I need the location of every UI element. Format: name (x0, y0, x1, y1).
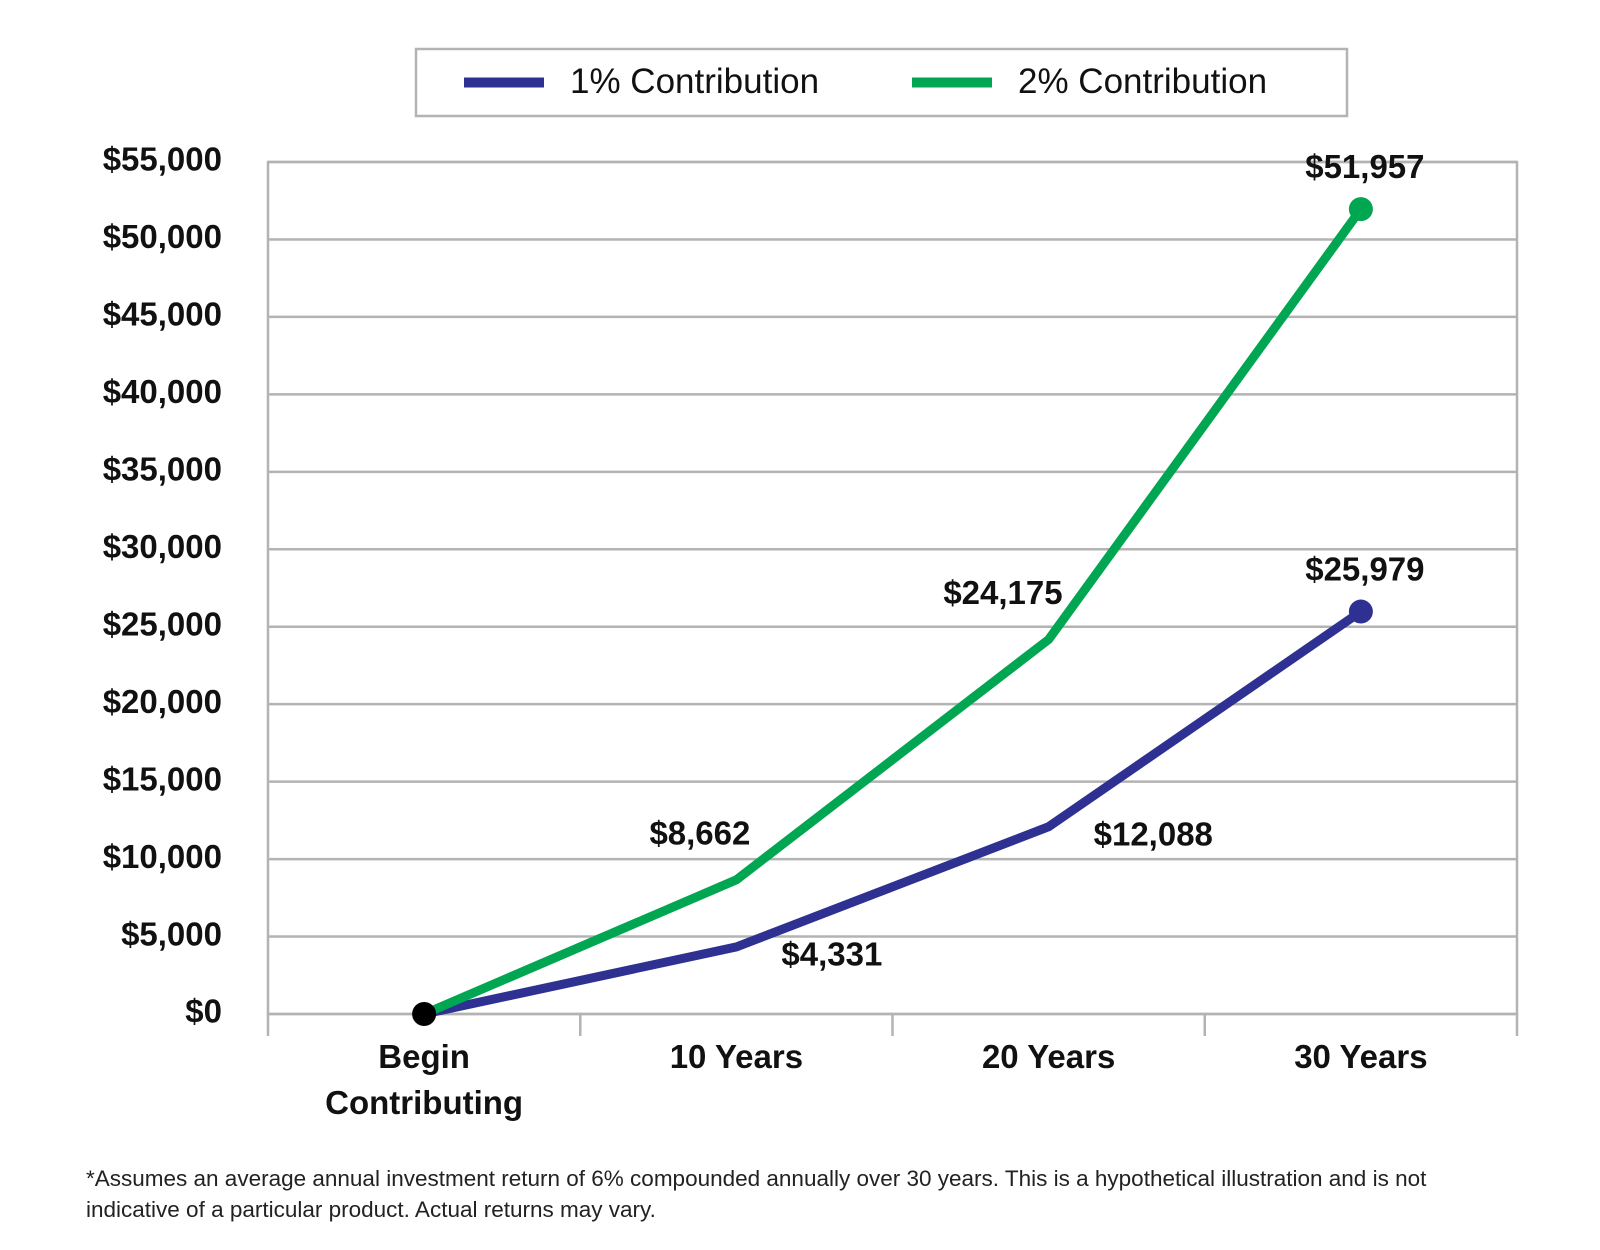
x-tick-label: 10 Years (669, 1038, 804, 1075)
end-marker (1348, 599, 1373, 624)
y-tick-label: $25,000 (103, 605, 222, 642)
x-tick-label: Begin Contributing (325, 1038, 524, 1121)
data-label: $8,662 (649, 815, 750, 852)
x-tick-label: 30 Years (1294, 1038, 1428, 1075)
y-tick-label: $0 (185, 993, 222, 1030)
data-label: $12,088 (1094, 815, 1213, 852)
start-marker (412, 1002, 437, 1026)
y-tick-label: $35,000 (103, 451, 222, 488)
y-tick-label: $30,000 (103, 528, 222, 565)
series-line (422, 206, 1365, 1019)
legend-label: 2% Contribution (1018, 62, 1267, 101)
y-tick-label: $20,000 (103, 683, 222, 720)
y-tick-label: $45,000 (103, 296, 222, 333)
data-label: $4,331 (781, 936, 882, 973)
data-label: $51,957 (1305, 148, 1424, 185)
y-tick-label: $5,000 (121, 915, 222, 952)
y-tick-label: $55,000 (103, 141, 222, 178)
series-line (423, 607, 1364, 1019)
y-tick-label: $10,000 (103, 838, 222, 875)
legend-label: 1% Contribution (570, 62, 819, 101)
data-label: $25,979 (1305, 550, 1424, 587)
x-tick-label: 20 Years (981, 1038, 1116, 1075)
y-tick-label: $15,000 (103, 760, 222, 797)
footnote: *Assumes an average annual investment re… (86, 1166, 1427, 1222)
legend-box (414, 47, 1349, 118)
data-label: $24,175 (943, 574, 1062, 611)
end-marker (1348, 197, 1373, 222)
y-tick-label: $50,000 (103, 218, 222, 255)
y-tick-label: $40,000 (103, 373, 222, 410)
